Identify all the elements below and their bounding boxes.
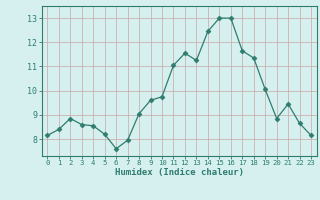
X-axis label: Humidex (Indice chaleur): Humidex (Indice chaleur) bbox=[115, 168, 244, 177]
